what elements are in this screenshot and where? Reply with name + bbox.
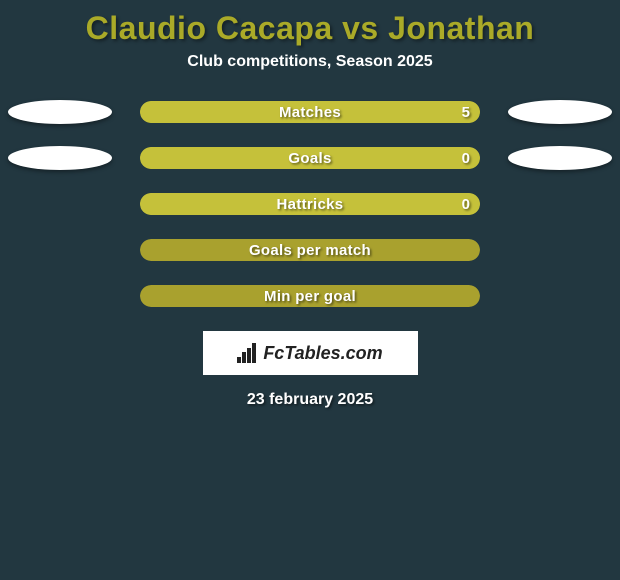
stat-label: Goals per match <box>140 239 480 261</box>
stat-row: Matches5 <box>0 101 620 123</box>
right-marker-ellipse <box>508 100 612 124</box>
stat-label: Goals <box>140 147 480 169</box>
page-title: Claudio Cacapa vs Jonathan <box>0 0 620 53</box>
stat-bar: Goals0 <box>140 147 480 169</box>
stat-value: 5 <box>462 101 470 123</box>
stat-value: 0 <box>462 147 470 169</box>
stat-row: Goals per match <box>0 239 620 261</box>
logo-bars-icon <box>237 343 259 363</box>
stat-bar: Matches5 <box>140 101 480 123</box>
stat-label: Min per goal <box>140 285 480 307</box>
stat-row: Goals0 <box>0 147 620 169</box>
fctables-logo: FcTables.com <box>203 331 418 375</box>
stat-value: 0 <box>462 193 470 215</box>
left-marker-ellipse <box>8 100 112 124</box>
left-marker-ellipse <box>8 146 112 170</box>
page-subtitle: Club competitions, Season 2025 <box>0 53 620 101</box>
stat-row: Min per goal <box>0 285 620 307</box>
logo-text: FcTables.com <box>263 343 382 364</box>
stat-bar: Hattricks0 <box>140 193 480 215</box>
stat-rows: Matches5Goals0Hattricks0Goals per matchM… <box>0 101 620 307</box>
stat-bar: Min per goal <box>140 285 480 307</box>
stat-bar: Goals per match <box>140 239 480 261</box>
page-date: 23 february 2025 <box>0 391 620 409</box>
stat-row: Hattricks0 <box>0 193 620 215</box>
stat-label: Matches <box>140 101 480 123</box>
right-marker-ellipse <box>508 146 612 170</box>
stat-label: Hattricks <box>140 193 480 215</box>
